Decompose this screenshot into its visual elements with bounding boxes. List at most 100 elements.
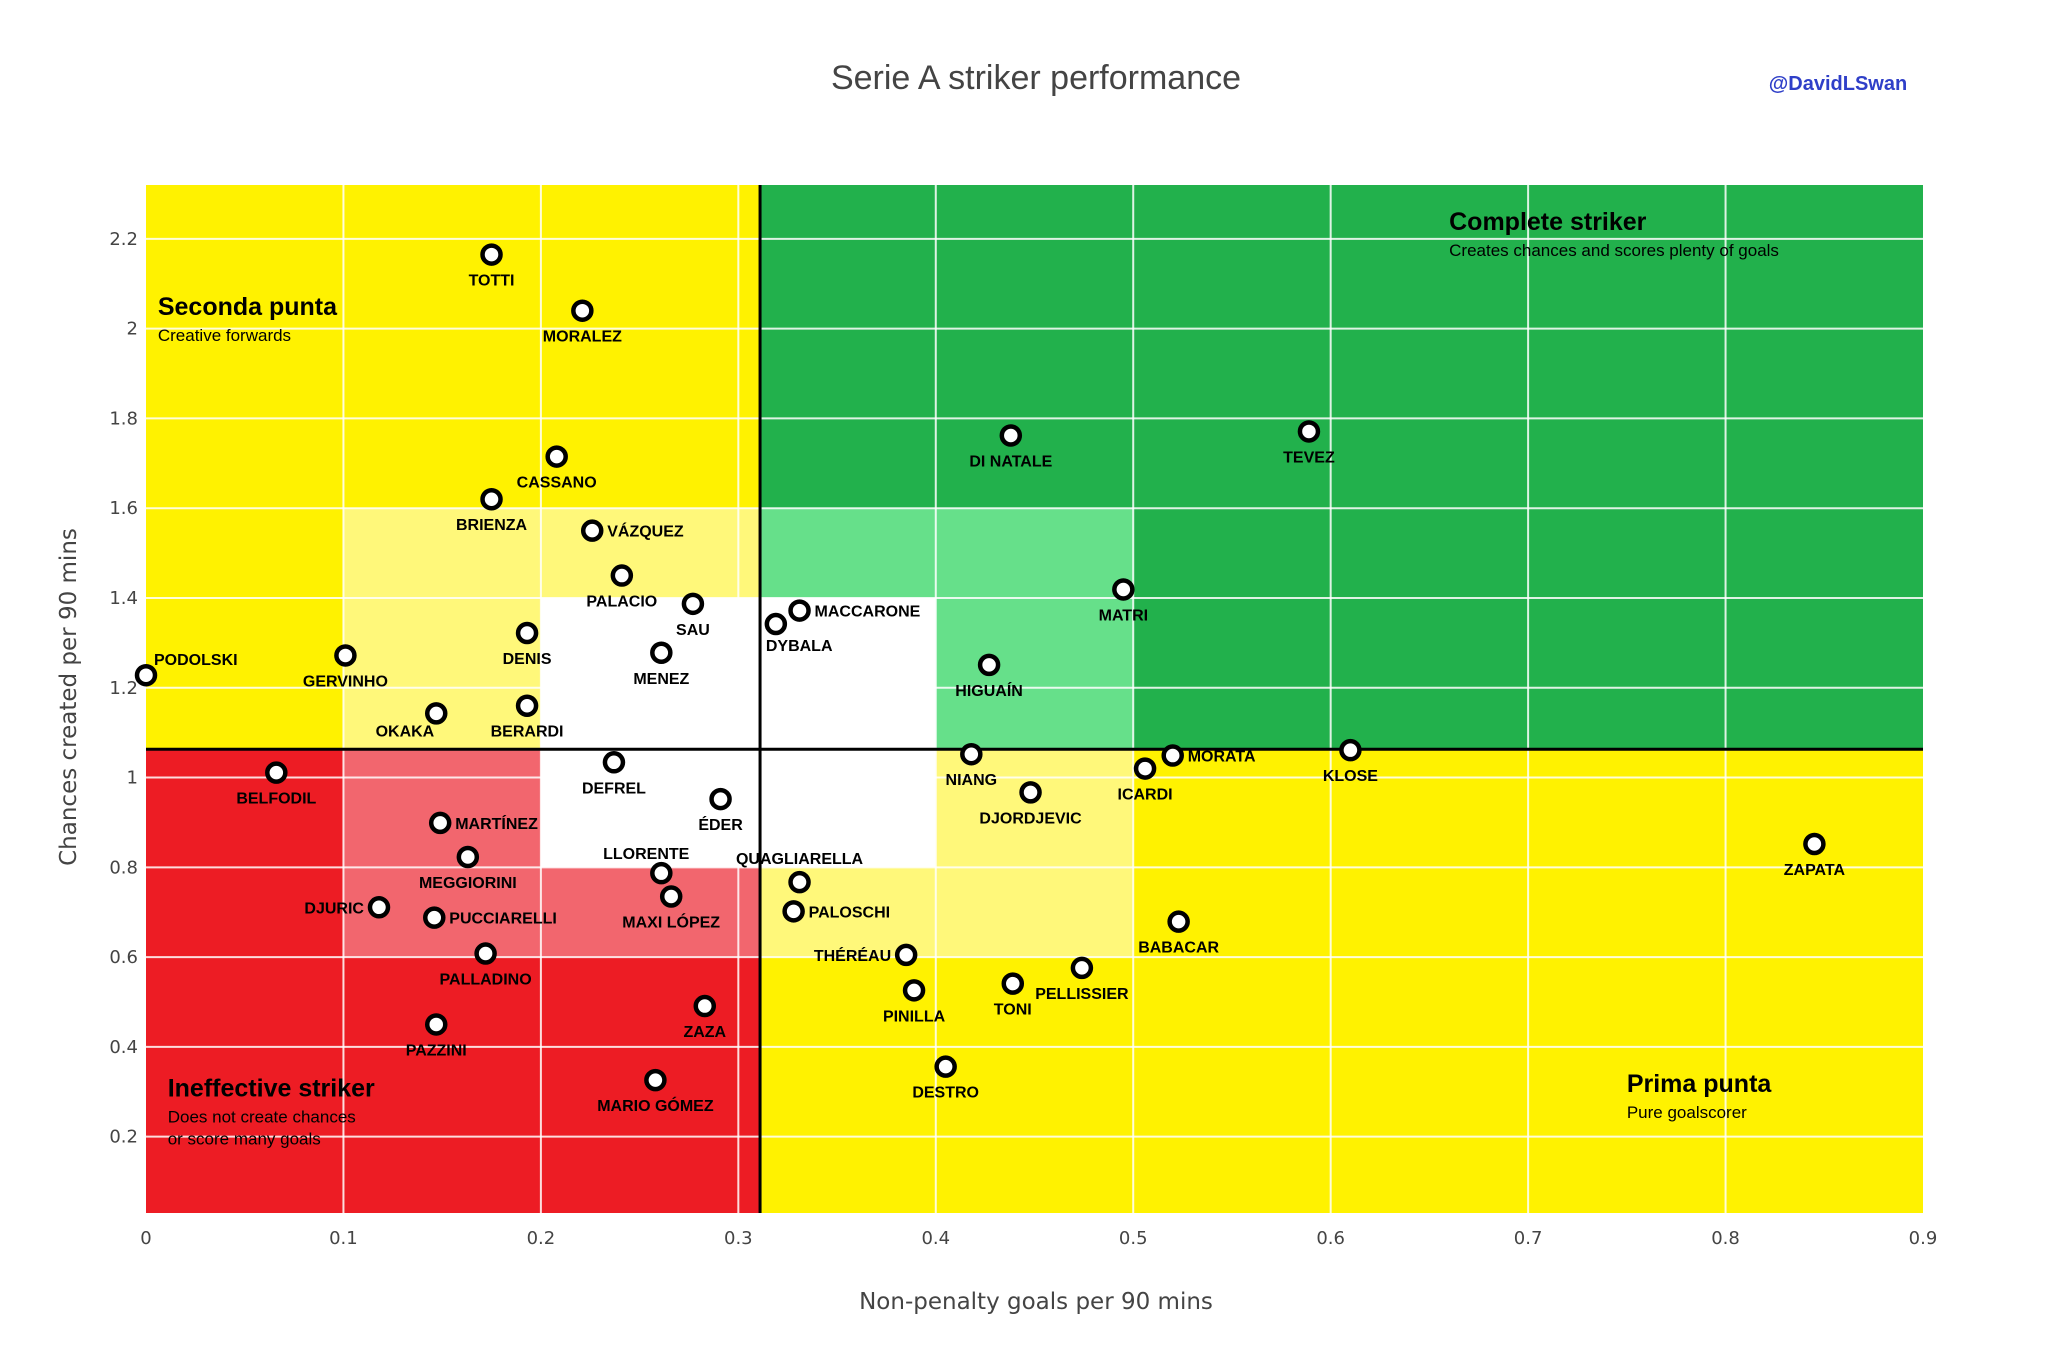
point-label: DENIS (503, 651, 552, 668)
point-label: ZAPATA (1784, 862, 1846, 879)
point-label: LLORENTE (603, 846, 690, 863)
data-point (788, 599, 811, 622)
y-tick-label: 1 (127, 768, 138, 789)
data-point (644, 1068, 667, 1092)
point-label: PAZZINI (406, 1042, 467, 1059)
point-label: PALLADINO (440, 972, 532, 989)
data-point (428, 811, 452, 835)
y-tick-label: 1.6 (109, 498, 138, 519)
point-label: QUAGLIARELLA (736, 851, 864, 868)
chart-title: Serie A striker performance (831, 59, 1241, 97)
point-label: SAU (676, 622, 710, 639)
point-label: MORATA (1188, 749, 1256, 766)
data-points: TOTTI MORALEZ CASSANO BRIENZA VÁZQUEZ PALACIO… (134, 243, 1846, 1115)
point-label: DI NATALE (969, 453, 1052, 470)
data-point (650, 861, 673, 885)
point-label: BERARDI (491, 724, 564, 741)
x-tick-label: 0 (140, 1228, 151, 1249)
annotation-subtitle: Creative forwards (158, 326, 291, 345)
point-label: DEFREL (582, 780, 646, 797)
point-label: TONI (994, 1002, 1032, 1019)
reference-lines (146, 185, 1923, 1213)
data-point (423, 906, 446, 929)
point-label: VÁZQUEZ (607, 522, 684, 541)
data-point (602, 751, 626, 774)
annotation-subtitle: Does not create chances (168, 1107, 356, 1126)
annotation-subtitle: Pure goalscorer (1627, 1103, 1747, 1122)
point-label: PUCCIARELLI (449, 911, 557, 928)
band-white (540, 597, 761, 750)
data-point (659, 885, 683, 908)
x-tick-label: 0.4 (921, 1228, 950, 1249)
annotation-title: Seconda punta (158, 293, 338, 321)
y-tick-label: 0.2 (109, 1127, 138, 1148)
x-axis-title: Non-penalty goals per 90 mins (859, 1289, 1213, 1315)
x-tick-label: 0.8 (1711, 1228, 1740, 1249)
data-point (515, 694, 539, 717)
point-label: CASSANO (517, 475, 597, 492)
point-label: PODOLSKI (154, 652, 238, 669)
point-label: OKAKA (376, 723, 435, 740)
point-label: TEVEZ (1283, 449, 1335, 466)
y-tick-label: 1.4 (109, 588, 138, 609)
point-label: ZAZA (683, 1024, 726, 1041)
axis-ticks: 0 0.1 0.2 0.3 0.4 0.5 0.6 0.7 0.8 0.9 0.2 0.4 0.6 0.8… (109, 229, 1937, 1249)
x-tick-label: 0.1 (329, 1228, 358, 1249)
y-tick-label: 0.6 (109, 947, 138, 968)
data-point (681, 592, 705, 616)
y-tick-label: 0.8 (109, 857, 138, 878)
band-light-green (760, 508, 1134, 598)
y-tick-label: 1.2 (109, 678, 138, 699)
data-point (894, 943, 918, 967)
data-point (1803, 832, 1826, 856)
data-point (474, 942, 497, 965)
point-label: DJURIC (304, 900, 364, 917)
data-point (1070, 956, 1094, 980)
point-label: MACCARONE (815, 604, 921, 621)
data-point (1019, 781, 1042, 804)
point-label: MARTÍNEZ (455, 814, 538, 833)
data-point (480, 243, 503, 266)
point-label: MENEZ (633, 671, 689, 688)
x-tick-label: 0.5 (1119, 1228, 1148, 1249)
data-point (424, 702, 448, 725)
annotation-title: Complete striker (1449, 208, 1647, 236)
y-tick-label: 1.8 (109, 408, 138, 429)
data-point (1161, 744, 1184, 767)
data-point (902, 979, 926, 1002)
quadrant-annotations: Seconda punta Creative forwards Complete s… (158, 208, 1779, 1148)
point-label: ICARDI (1118, 787, 1173, 804)
data-point (1112, 578, 1135, 601)
point-label: MAXI LÓPEZ (622, 913, 720, 932)
point-label: BRIENZA (456, 517, 528, 534)
data-point (782, 900, 805, 923)
data-point (1167, 910, 1190, 933)
data-point (480, 487, 503, 511)
point-label: DESTRO (912, 1085, 979, 1102)
data-point (1001, 972, 1025, 995)
y-axis-title: Chances created per 90 mins (56, 528, 82, 866)
annotation-title: Ineffective striker (168, 1074, 375, 1102)
point-label: DJORDJEVIC (979, 810, 1082, 827)
annotation-subtitle: Creates chances and scores plenty of goa… (1449, 241, 1779, 260)
data-point (934, 1055, 957, 1078)
data-point (764, 612, 788, 636)
data-point (1133, 757, 1157, 780)
data-point (367, 896, 391, 919)
point-label: ÉDER (698, 815, 743, 834)
point-label: BABACAR (1138, 940, 1219, 957)
data-point (424, 1013, 448, 1036)
band-white (760, 597, 936, 868)
point-label: BELFODIL (236, 791, 316, 808)
data-point (571, 299, 594, 322)
point-label: HIGUAÍN (955, 681, 1023, 700)
band-light-yellow (343, 508, 761, 598)
y-tick-label: 0.4 (109, 1037, 138, 1058)
y-tick-label: 2 (127, 319, 138, 340)
data-point (134, 663, 158, 687)
data-point (960, 742, 983, 766)
data-point (693, 994, 717, 1018)
data-point (1339, 738, 1362, 762)
data-point (977, 653, 1001, 677)
